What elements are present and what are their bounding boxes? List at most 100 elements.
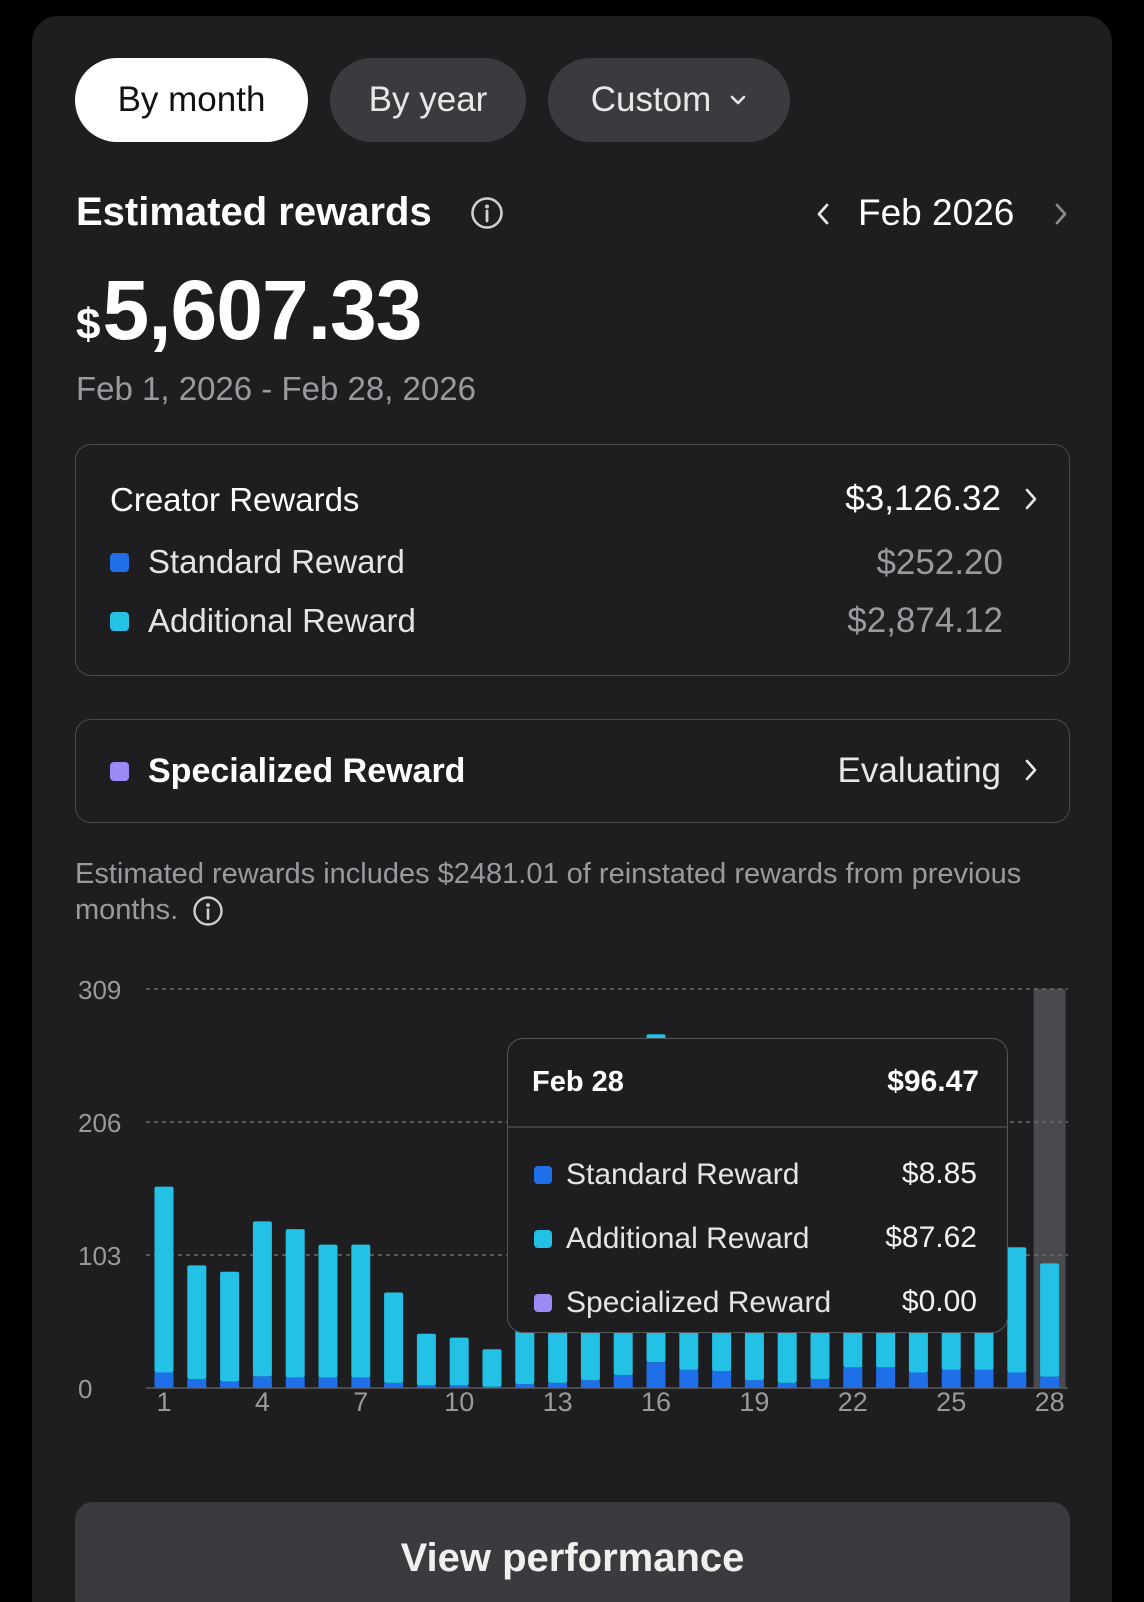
x-tick-label: 25 bbox=[936, 1387, 966, 1417]
standard-reward-value: $252.20 bbox=[876, 543, 1003, 582]
bar-additional-day-27 bbox=[1007, 1247, 1027, 1373]
specialized-reward-row: Specialized Reward bbox=[110, 752, 465, 791]
by-month-tab[interactable]: By month bbox=[75, 58, 308, 142]
bar-standard-day-5 bbox=[285, 1377, 305, 1388]
chevron-right-icon bbox=[1025, 488, 1037, 510]
specialized-legend-swatch bbox=[110, 762, 129, 781]
bar-standard-day-1 bbox=[154, 1372, 174, 1388]
chart-tooltip: Feb 28 $96.47 Standard Reward $8.85 Addi… bbox=[507, 1038, 1008, 1333]
bar-additional-day-9 bbox=[416, 1333, 436, 1386]
bar-standard-day-19 bbox=[744, 1380, 764, 1388]
bar-additional-day-10 bbox=[449, 1337, 469, 1386]
specialized-legend-swatch bbox=[534, 1294, 552, 1312]
bar-standard-day-27 bbox=[1007, 1372, 1027, 1388]
custom-range-dropdown[interactable]: Custom bbox=[548, 58, 790, 142]
bar-standard-day-12 bbox=[515, 1384, 535, 1388]
tooltip-total: $96.47 bbox=[887, 1065, 979, 1098]
creator-rewards-total: $3,126.32 bbox=[845, 479, 1001, 518]
standard-reward-label: Standard Reward bbox=[148, 543, 405, 580]
x-tick-label: 10 bbox=[444, 1387, 474, 1417]
x-tick-label: 19 bbox=[739, 1387, 769, 1417]
tooltip-standard-label: Standard Reward bbox=[566, 1158, 800, 1191]
x-tick-label: 13 bbox=[543, 1387, 573, 1417]
tooltip-additional-label: Additional Reward bbox=[566, 1222, 810, 1255]
bar-standard-day-16 bbox=[646, 1362, 666, 1388]
bar-additional-day-8 bbox=[384, 1292, 404, 1383]
bar-standard-day-14 bbox=[580, 1380, 600, 1388]
tooltip-additional-row: Additional Reward bbox=[534, 1222, 809, 1256]
bar-standard-day-7 bbox=[351, 1377, 371, 1388]
bar-additional-day-11 bbox=[482, 1349, 502, 1387]
bar-standard-day-13 bbox=[548, 1382, 568, 1388]
y-tick-label: 103 bbox=[78, 1241, 121, 1271]
x-tick-label: 16 bbox=[641, 1387, 671, 1417]
date-range: Feb 1, 2026 - Feb 28, 2026 bbox=[76, 370, 476, 407]
creator-rewards-label: Creator Rewards bbox=[110, 481, 360, 518]
bar-standard-day-28 bbox=[1040, 1376, 1060, 1388]
creator-rewards-panel[interactable]: Creator Rewards $3,126.32 Standard Rewar… bbox=[75, 444, 1070, 676]
bar-standard-day-18 bbox=[712, 1371, 732, 1388]
additional-legend-swatch bbox=[110, 611, 129, 631]
tooltip-standard-row: Standard Reward bbox=[534, 1158, 799, 1192]
amount-value: 5,607.33 bbox=[102, 263, 422, 357]
bar-standard-day-2 bbox=[187, 1378, 207, 1388]
standard-legend-swatch bbox=[534, 1166, 552, 1184]
chevron-right-icon[interactable] bbox=[1052, 201, 1070, 227]
currency-symbol: $ bbox=[76, 300, 101, 349]
tooltip-specialized-row: Specialized Reward bbox=[534, 1286, 831, 1320]
standard-reward-row: Standard Reward bbox=[110, 543, 405, 581]
bar-standard-day-20 bbox=[777, 1382, 797, 1388]
bar-standard-day-10 bbox=[449, 1385, 469, 1388]
by-year-tab[interactable]: By year bbox=[330, 58, 526, 142]
info-icon[interactable] bbox=[192, 895, 224, 927]
bar-standard-day-4 bbox=[252, 1376, 272, 1388]
x-tick-label: 28 bbox=[1035, 1387, 1065, 1417]
note-text: Estimated rewards includes $2481.01 of r… bbox=[75, 858, 1022, 926]
tooltip-date: Feb 28 bbox=[532, 1066, 624, 1098]
tooltip-specialized-value: $0.00 bbox=[901, 1285, 977, 1318]
additional-reward-row: Additional Reward bbox=[110, 602, 416, 640]
x-tick-label: 4 bbox=[255, 1387, 270, 1417]
bar-standard-day-8 bbox=[384, 1382, 404, 1388]
x-tick-label: 7 bbox=[353, 1387, 368, 1417]
chevron-right-icon bbox=[1025, 759, 1037, 781]
y-tick-label: 206 bbox=[78, 1108, 121, 1138]
y-tick-label: 0 bbox=[78, 1374, 92, 1404]
selected-month: Feb 2026 bbox=[858, 192, 1015, 233]
x-tick-label: 22 bbox=[838, 1387, 868, 1417]
total-amount: $ 5,607.33 bbox=[76, 262, 422, 359]
bar-standard-day-22 bbox=[843, 1367, 863, 1388]
bar-additional-day-6 bbox=[318, 1244, 338, 1378]
view-performance-button[interactable]: View performance bbox=[75, 1502, 1070, 1602]
chevron-left-icon[interactable] bbox=[814, 201, 832, 227]
additional-reward-label: Additional Reward bbox=[148, 602, 416, 639]
tooltip-specialized-label: Specialized Reward bbox=[566, 1286, 832, 1319]
bar-additional-day-4 bbox=[252, 1221, 272, 1377]
rewards-card bbox=[32, 16, 1112, 1602]
x-tick-label: 1 bbox=[156, 1387, 171, 1417]
tooltip-standard-value: $8.85 bbox=[901, 1157, 977, 1190]
page-title: Estimated rewards bbox=[76, 190, 432, 234]
bar-standard-day-23 bbox=[876, 1367, 896, 1388]
additional-reward-value: $2,874.12 bbox=[847, 601, 1003, 640]
specialized-reward-panel[interactable]: Specialized Reward Evaluating bbox=[75, 719, 1070, 823]
tooltip-divider bbox=[508, 1126, 1007, 1128]
tooltip-additional-value: $87.62 bbox=[885, 1221, 977, 1254]
specialized-reward-label: Specialized Reward bbox=[148, 752, 466, 790]
bar-additional-day-5 bbox=[285, 1229, 305, 1378]
custom-label: Custom bbox=[590, 80, 712, 119]
bar-additional-day-3 bbox=[220, 1271, 240, 1382]
reinstated-rewards-note: Estimated rewards includes $2481.01 of r… bbox=[75, 856, 1065, 928]
bar-standard-day-17 bbox=[679, 1369, 699, 1388]
specialized-status: Evaluating bbox=[837, 751, 1001, 790]
bar-standard-day-11 bbox=[482, 1386, 502, 1388]
bar-additional-day-1 bbox=[154, 1186, 174, 1373]
bar-standard-day-21 bbox=[810, 1378, 830, 1388]
chevron-down-icon bbox=[730, 95, 746, 105]
bar-additional-day-2 bbox=[187, 1265, 207, 1379]
bar-standard-day-6 bbox=[318, 1377, 338, 1388]
standard-legend-swatch bbox=[110, 552, 129, 572]
additional-legend-swatch bbox=[534, 1230, 552, 1248]
bar-standard-day-15 bbox=[613, 1375, 633, 1388]
info-icon[interactable] bbox=[470, 196, 504, 230]
